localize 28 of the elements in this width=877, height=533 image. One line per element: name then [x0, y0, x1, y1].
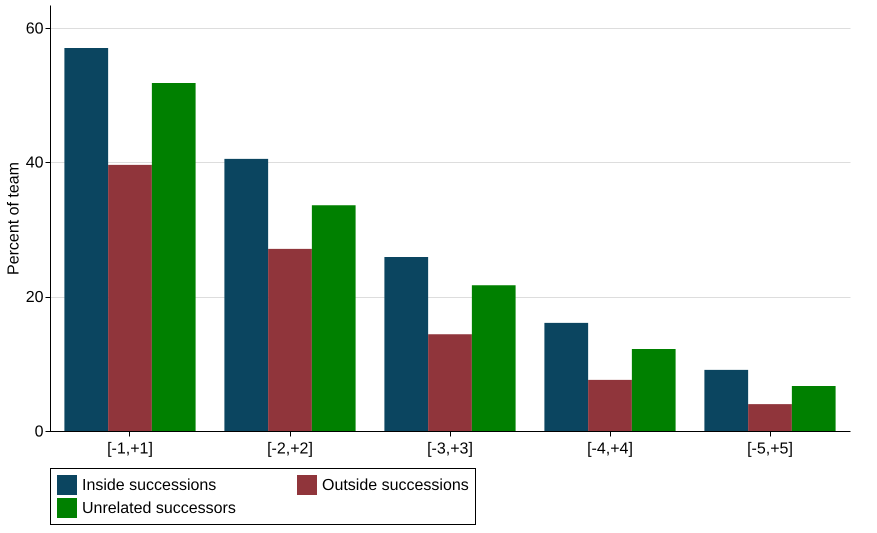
legend-label: Inside successions — [82, 477, 216, 494]
bar — [748, 404, 792, 431]
y-tick-label: 40 — [26, 154, 44, 172]
x-tick-label: [-3,+3] — [427, 440, 473, 458]
y-tick-label: 0 — [34, 424, 44, 440]
x-tick-label: [-4,+4] — [587, 440, 633, 458]
bar — [268, 248, 312, 431]
x-tick-label: [-1,+1] — [107, 440, 153, 458]
bar — [588, 380, 632, 431]
bar — [544, 322, 588, 431]
bar — [64, 48, 108, 431]
y-tick-label: 20 — [26, 289, 44, 306]
x-tick-label: [-2,+2] — [267, 440, 313, 458]
bar — [152, 82, 196, 431]
bar — [704, 370, 748, 431]
bar — [224, 158, 268, 431]
legend-label: Unrelated successors — [82, 500, 236, 517]
legend-label: Outside successions — [322, 477, 469, 494]
bar — [792, 386, 836, 431]
bar — [108, 164, 152, 431]
bar — [312, 205, 356, 431]
bar — [428, 334, 472, 431]
bar — [472, 285, 516, 431]
bar — [632, 349, 676, 431]
x-tick-label: [-5,+5] — [747, 440, 793, 458]
y-tick-label: 60 — [26, 20, 44, 38]
y-axis-title: Percent of team — [6, 162, 23, 275]
bar — [384, 256, 428, 431]
